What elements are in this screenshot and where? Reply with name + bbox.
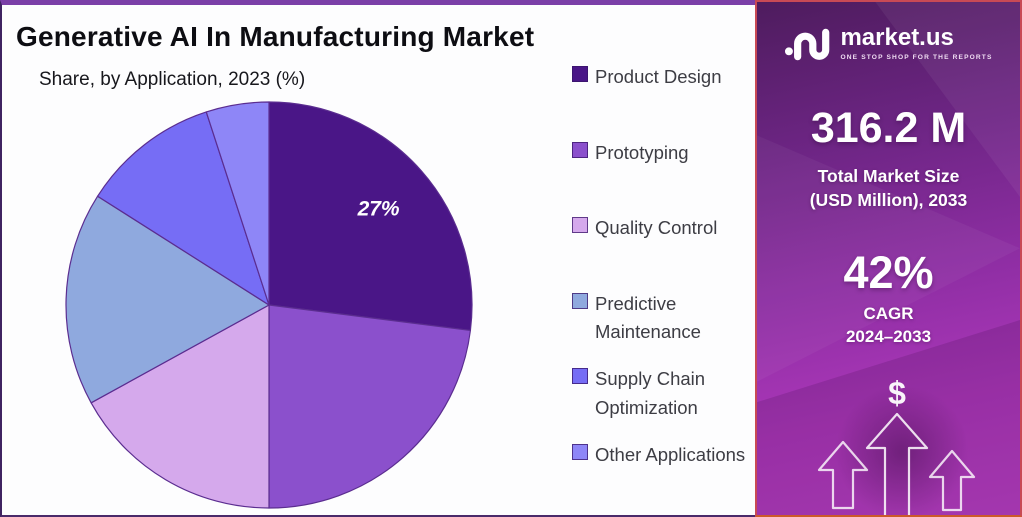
logo-text-block: market.us ONE STOP SHOP FOR THE REPORTS xyxy=(840,23,993,61)
chart-card: Generative AI In Manufacturing Market Sh… xyxy=(0,0,755,517)
legend-item-product-design: Product Design xyxy=(572,63,755,139)
pie-slice-predictive-maintenance xyxy=(65,195,270,404)
cagr-caption-line2: 2024–2033 xyxy=(845,327,932,347)
legend-label: Quality Control xyxy=(595,217,718,238)
cagr-value: 42% xyxy=(843,247,934,299)
brand-side-panel: market.us ONE STOP SHOP FOR THE REPORTS … xyxy=(755,0,1022,517)
legend-item-other-applications: Other Applications xyxy=(572,441,755,516)
page-title: Generative AI In Manufacturing Market xyxy=(16,21,535,52)
legend-item-supply-chain-optimization: Supply Chain Optimization xyxy=(572,365,755,441)
market-size-caption-line1: Total Market Size xyxy=(817,166,960,186)
legend-item-predictive-maintenance: Predictive Maintenance xyxy=(572,290,755,366)
legend-label: Other Applications xyxy=(595,443,746,465)
legend-swatch-icon xyxy=(572,443,588,460)
pie-data-label: 27% xyxy=(357,197,400,220)
legend-swatch-icon xyxy=(572,368,588,384)
market-size-value: 316.2 M xyxy=(810,104,967,152)
growth-arrows-icon: $ xyxy=(817,375,976,515)
legend-label: Predictive Maintenance xyxy=(595,292,701,343)
legend-swatch-icon xyxy=(572,292,588,309)
logo-tagline: ONE STOP SHOP FOR THE REPORTS xyxy=(840,53,993,61)
logo-name: market.us xyxy=(840,23,954,51)
legend-item-quality-control: Quality Control xyxy=(572,214,755,290)
marketus-logo-icon xyxy=(785,28,830,61)
chart-subtitle: Share, by Application, 2023 (%) xyxy=(39,69,306,90)
legend-item-prototyping: Prototyping xyxy=(572,139,755,215)
dollar-icon: $ xyxy=(888,375,906,411)
legend-label: Supply Chain Optimization xyxy=(595,368,706,418)
legend-label: Prototyping xyxy=(595,141,689,163)
legend-swatch-icon xyxy=(572,141,588,158)
legend-label: Product Design xyxy=(595,66,722,87)
cagr-caption-line1: CAGR xyxy=(863,304,914,324)
pie-chart: 27% xyxy=(65,101,473,509)
cagr-caption: CAGR 2024–2033 xyxy=(757,303,1020,349)
market-size-caption: Total Market Size (USD Million), 2033 xyxy=(757,165,1020,212)
chart-legend: Product Design Prototyping Quality Contr… xyxy=(572,63,755,516)
pie-slice-other-applications xyxy=(205,101,270,306)
marketus-logo: market.us ONE STOP SHOP FOR THE REPORTS xyxy=(757,22,1020,64)
legend-swatch-icon xyxy=(572,66,588,82)
legend-swatch-icon xyxy=(572,217,588,233)
pie-slice-prototyping xyxy=(268,304,471,509)
pie-slice-supply-chain-optimization xyxy=(97,111,270,306)
pie-slice-product-design xyxy=(268,101,473,332)
pie-slice-quality-control xyxy=(90,304,270,509)
market-size-caption-line2: (USD Million), 2033 xyxy=(809,189,968,210)
